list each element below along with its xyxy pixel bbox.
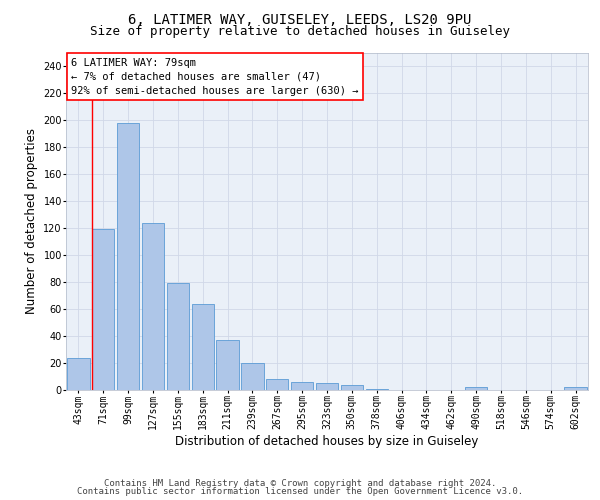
Bar bbox=[465, 388, 487, 390]
Bar bbox=[565, 388, 587, 390]
Bar bbox=[266, 379, 289, 390]
Text: 6, LATIMER WAY, GUISELEY, LEEDS, LS20 9PU: 6, LATIMER WAY, GUISELEY, LEEDS, LS20 9P… bbox=[128, 12, 472, 26]
Y-axis label: Number of detached properties: Number of detached properties bbox=[25, 128, 38, 314]
Bar bbox=[167, 284, 189, 390]
Text: Contains public sector information licensed under the Open Government Licence v3: Contains public sector information licen… bbox=[77, 487, 523, 496]
Text: Contains HM Land Registry data © Crown copyright and database right 2024.: Contains HM Land Registry data © Crown c… bbox=[104, 478, 496, 488]
Bar bbox=[142, 222, 164, 390]
Bar bbox=[92, 230, 115, 390]
Bar bbox=[117, 122, 139, 390]
Bar bbox=[316, 383, 338, 390]
Bar bbox=[67, 358, 89, 390]
Text: 6 LATIMER WAY: 79sqm
← 7% of detached houses are smaller (47)
92% of semi-detach: 6 LATIMER WAY: 79sqm ← 7% of detached ho… bbox=[71, 58, 359, 96]
Bar bbox=[217, 340, 239, 390]
Bar bbox=[341, 384, 363, 390]
X-axis label: Distribution of detached houses by size in Guiseley: Distribution of detached houses by size … bbox=[175, 435, 479, 448]
Bar bbox=[191, 304, 214, 390]
Text: Size of property relative to detached houses in Guiseley: Size of property relative to detached ho… bbox=[90, 25, 510, 38]
Bar bbox=[241, 363, 263, 390]
Bar bbox=[291, 382, 313, 390]
Bar bbox=[365, 388, 388, 390]
